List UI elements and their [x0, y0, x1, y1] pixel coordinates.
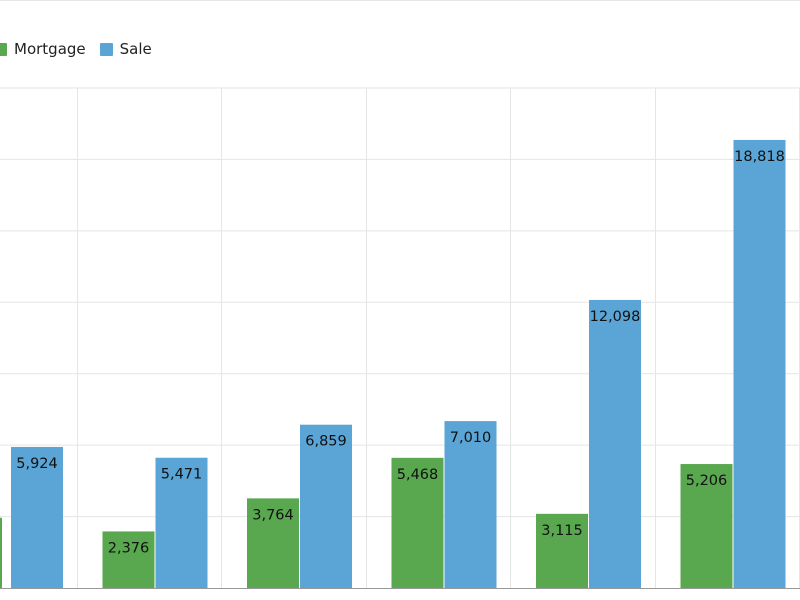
data-label-sale-4: 12,098 — [590, 309, 641, 325]
bar-mortgage-0-partial — [0, 517, 2, 588]
data-label-mortgage-2: 3,764 — [252, 507, 294, 523]
bar-sale-4 — [589, 299, 641, 588]
bar-sale-5 — [733, 139, 786, 588]
bar-sale-1 — [155, 457, 208, 588]
data-label-sale-0: 5,924 — [16, 456, 58, 472]
legend-item-sale[interactable]: Sale — [99, 40, 152, 58]
data-label-mortgage-1: 2,376 — [108, 540, 150, 556]
legend-label-sale: Sale — [119, 40, 152, 58]
bar-mortgage-1 — [102, 531, 155, 588]
legend-swatch-mortgage — [0, 42, 7, 56]
bar-sale-2 — [300, 424, 352, 588]
data-label-sale-2: 6,859 — [305, 434, 347, 450]
data-label-mortgage-3: 5,468 — [397, 467, 439, 483]
bar-mortgage-2 — [247, 498, 299, 588]
bar-mortgage-3 — [391, 457, 444, 588]
bar-sale-0 — [11, 446, 63, 588]
legend-item-mortgage[interactable]: Mortgage — [0, 40, 86, 58]
top-divider — [0, 0, 800, 1]
bar-mortgage-5 — [680, 464, 733, 588]
bar-mortgage-4 — [536, 513, 588, 588]
data-label-mortgage-5: 5,206 — [686, 473, 728, 489]
legend-label-mortgage: Mortgage — [14, 40, 86, 58]
chart-legend: Mortgage Sale — [0, 40, 152, 58]
data-label-sale-1: 5,471 — [161, 467, 203, 483]
data-label-sale-5: 18,818 — [734, 149, 785, 165]
data-label-sale-3: 7,010 — [450, 430, 492, 446]
legend-swatch-sale — [99, 42, 113, 56]
data-label-mortgage-4: 3,115 — [541, 523, 583, 539]
bar-sale-3 — [444, 421, 497, 588]
